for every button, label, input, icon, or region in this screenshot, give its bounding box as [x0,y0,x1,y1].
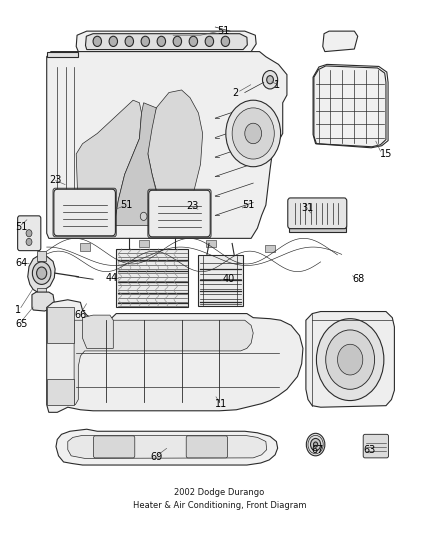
Circle shape [140,212,147,221]
Polygon shape [76,31,256,52]
Circle shape [157,36,165,46]
FancyBboxPatch shape [186,436,227,458]
Text: 1: 1 [15,305,21,315]
Text: 65: 65 [15,319,28,329]
Bar [138,240,148,247]
Text: 69: 69 [150,452,162,462]
Bar [205,240,215,247]
FancyBboxPatch shape [287,198,346,229]
Polygon shape [313,66,385,147]
Polygon shape [76,100,141,225]
Bar [198,255,242,306]
Polygon shape [28,255,55,292]
Circle shape [262,70,277,89]
Circle shape [26,230,32,237]
Polygon shape [74,320,253,405]
FancyBboxPatch shape [93,436,134,458]
Circle shape [221,36,229,46]
Text: 1: 1 [274,80,280,90]
Text: 51: 51 [120,200,133,210]
Bar [265,245,275,252]
Circle shape [173,36,181,46]
Polygon shape [46,300,302,413]
Polygon shape [322,31,357,52]
Text: 64: 64 [15,258,27,268]
Polygon shape [46,379,74,405]
Polygon shape [56,429,277,465]
Bar [288,225,345,232]
Polygon shape [67,435,266,458]
Circle shape [316,319,383,401]
Polygon shape [85,34,247,50]
FancyBboxPatch shape [362,434,388,458]
FancyBboxPatch shape [148,190,210,237]
Text: 51: 51 [15,222,28,232]
Polygon shape [114,103,160,225]
Text: 66: 66 [74,310,86,320]
Circle shape [141,36,149,46]
Circle shape [232,108,274,159]
Circle shape [337,344,362,375]
Circle shape [36,267,46,279]
Circle shape [306,433,324,456]
Polygon shape [46,308,74,343]
Text: 23: 23 [185,201,198,211]
Polygon shape [46,52,78,56]
Text: 11: 11 [215,399,227,409]
Circle shape [310,439,320,451]
Polygon shape [46,52,286,238]
Circle shape [244,123,261,144]
Circle shape [325,330,374,389]
Bar [116,248,187,308]
Circle shape [125,36,133,46]
Polygon shape [82,315,113,349]
Text: 44: 44 [106,273,118,283]
FancyBboxPatch shape [54,189,115,236]
Circle shape [225,100,280,167]
Circle shape [32,262,51,285]
Bar [288,225,345,228]
Circle shape [26,238,32,246]
Bar [79,244,89,251]
Text: 67: 67 [311,445,323,455]
Polygon shape [305,311,393,407]
Text: 40: 40 [223,274,235,284]
Circle shape [93,36,101,46]
Text: 15: 15 [379,149,391,159]
Text: 23: 23 [49,174,61,184]
Text: 2: 2 [232,87,238,98]
FancyBboxPatch shape [18,216,41,251]
Polygon shape [37,251,46,261]
Polygon shape [37,288,46,295]
Circle shape [313,442,317,447]
Text: 2002 Dodge Durango
Heater & Air Conditioning, Front Diagram: 2002 Dodge Durango Heater & Air Conditio… [132,488,306,511]
Text: 31: 31 [301,203,313,213]
Text: 63: 63 [363,445,375,455]
Text: 51: 51 [242,200,254,210]
Circle shape [109,36,117,46]
Circle shape [205,36,213,46]
Text: 51: 51 [217,26,229,36]
Circle shape [189,36,197,46]
Polygon shape [148,90,202,225]
Circle shape [266,76,273,84]
Polygon shape [32,292,54,311]
Text: 68: 68 [351,274,364,284]
